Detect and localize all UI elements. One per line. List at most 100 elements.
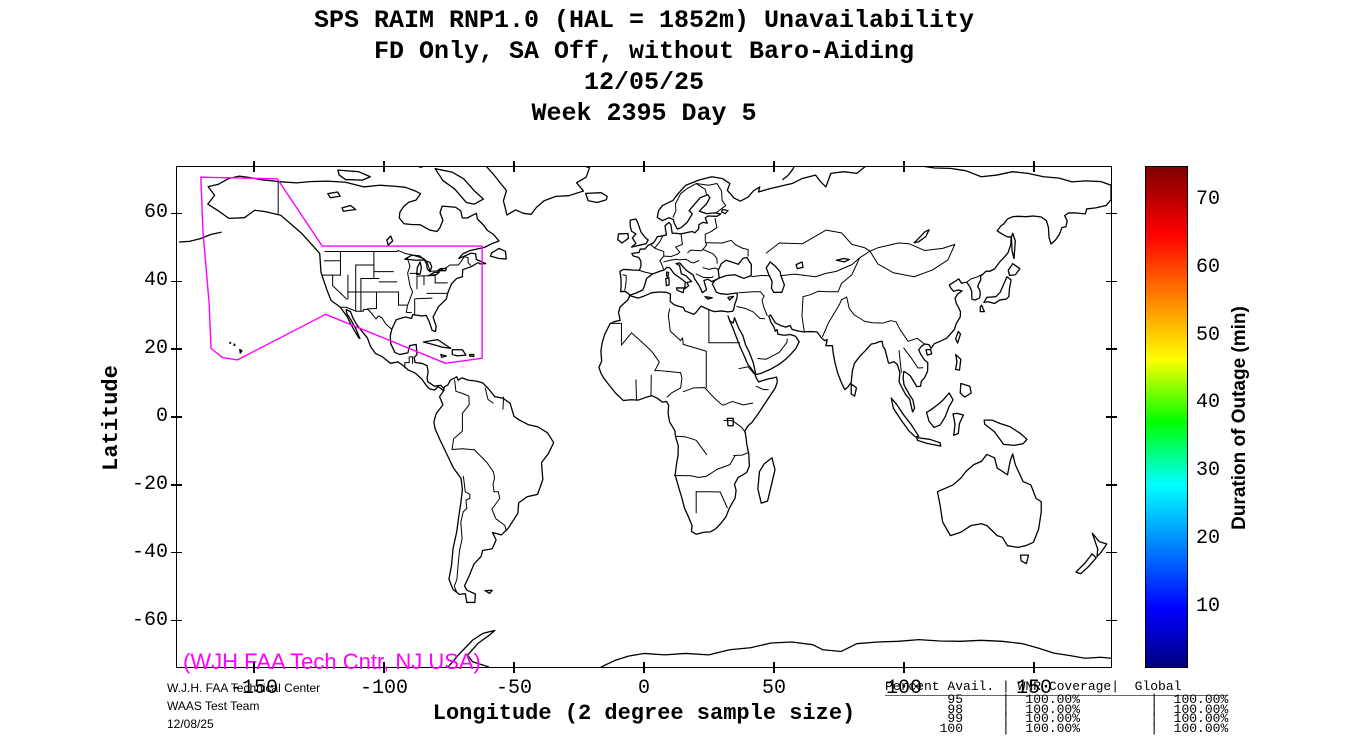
coastline-sumatra — [890, 397, 920, 438]
border-guyana — [484, 387, 494, 404]
border-eu-spain-france — [638, 269, 653, 275]
border-state-wa-s — [323, 250, 341, 262]
border-as-saudi-n — [736, 306, 766, 320]
border-af-drc-s — [675, 435, 708, 455]
border-af-car — [682, 387, 725, 406]
coastline-caspian-sea — [765, 261, 786, 293]
table-header: Percent Avail. | WNR Coverage| Global — [885, 679, 1182, 694]
table-row: 100 | 100.00% | 100.00% — [885, 720, 1229, 736]
colorbar-tick-label: 20 — [1196, 527, 1221, 551]
y-tick — [171, 416, 182, 418]
border-sa-north — [451, 379, 507, 532]
coastline-hainan — [925, 348, 933, 356]
border-as-thai-myanmar — [898, 349, 902, 373]
border-eu-greece-n — [695, 273, 714, 278]
y-tick-label: 60 — [143, 201, 168, 225]
border-af-kenya-s — [723, 420, 747, 434]
coastline-ireland — [617, 232, 630, 244]
x-tick — [643, 161, 645, 172]
coastline-hawaii-1 — [229, 341, 232, 345]
coastline-tasmania — [1019, 554, 1030, 565]
x-tick — [513, 161, 515, 172]
coastline-java — [916, 436, 942, 447]
coastline-sri-lanka — [850, 383, 858, 397]
coastline-cuba — [422, 338, 452, 350]
credit-line-3: 12/08/25 — [167, 717, 214, 731]
border-state-mississippi-river — [405, 257, 414, 314]
border-eu-ukraine-n — [704, 239, 749, 257]
x-tick-label: 150 — [1015, 677, 1053, 700]
coastline-hispaniola — [451, 349, 467, 357]
coastline-lake-michigan — [416, 261, 423, 276]
coastline-aleutians — [178, 231, 222, 243]
coastline-kyushu — [979, 304, 986, 313]
coastline-corsica — [665, 271, 670, 278]
coastline-madagascar — [757, 457, 776, 504]
coastline-greenland — [486, 167, 591, 216]
y-tick — [1106, 484, 1117, 486]
x-tick — [773, 161, 775, 172]
y-tick — [171, 280, 182, 283]
x-tick — [903, 161, 905, 172]
coastline-crete — [704, 296, 713, 300]
map-plot-area: (WJH FAA Tech Cntr, NJ USA) — [176, 166, 1112, 674]
border-af-nw — [609, 322, 660, 372]
coastline-mindanao — [959, 382, 972, 398]
coastline-lake-erie — [427, 271, 440, 277]
border-af-nigeria-e — [666, 372, 683, 398]
border-as-laos-vietnam — [903, 347, 924, 369]
coastline-great-bear-lake — [327, 191, 341, 199]
border-af-eritrea — [738, 366, 755, 374]
y-tick — [171, 348, 182, 350]
border-af-zambezi — [706, 455, 736, 477]
y-tick-label: 40 — [143, 269, 168, 293]
border-us-canada-east — [396, 249, 471, 272]
coastline-lake-victoria — [726, 417, 734, 427]
border-eu-benelux — [654, 236, 663, 249]
border-as-india-pakistan — [822, 296, 848, 338]
figure-title-line1: SPS RAIM RNP1.0 (HAL = 1852m) Unavailabi… — [313, 6, 975, 35]
coastline-afro-eurasia — [598, 167, 1111, 535]
y-tick — [1106, 619, 1117, 622]
x-tick — [1033, 161, 1035, 172]
coastline-luzon — [954, 353, 962, 371]
border-state-35n — [415, 297, 433, 300]
coastline-cyprus — [727, 295, 735, 301]
world-map — [178, 167, 1111, 667]
coastline-nz-south — [1075, 553, 1097, 575]
border-as-china-myanmar — [895, 321, 925, 345]
coastline-australia — [936, 453, 1042, 549]
y-tick — [1106, 416, 1117, 418]
coastline-taiwan — [954, 330, 962, 344]
border-af-tanzania-s — [733, 451, 750, 457]
y-tick-label: -20 — [131, 472, 168, 496]
border-af-egypt — [708, 308, 741, 344]
figure-title-date: 12/05/25 — [583, 68, 705, 97]
coastline-antarctic-peninsula — [447, 629, 496, 667]
tech-center-watermark: (WJH FAA Tech Cntr, NJ USA) — [183, 649, 481, 674]
coastline-newfoundland — [489, 247, 507, 260]
x-tick — [513, 662, 515, 673]
coastline-sulawesi — [952, 412, 965, 436]
border-af-ethiopia-s — [723, 400, 754, 406]
coastline-aral-sea — [795, 261, 804, 270]
x-tick-label: 100 — [885, 677, 923, 700]
y-tick — [1106, 212, 1117, 215]
x-tick — [383, 662, 385, 673]
colorbar — [1145, 166, 1188, 668]
colorbar-tick-label: 60 — [1196, 255, 1221, 279]
coastline-hokkaido — [1007, 262, 1021, 277]
border-eu-france-e — [649, 243, 665, 270]
waas-coverage-boundary — [200, 176, 483, 365]
border-state-41n — [416, 274, 436, 277]
coastline-sicily — [675, 287, 685, 294]
border-as-caucasus — [751, 274, 771, 278]
coastline-south-america — [433, 376, 555, 604]
colorbar-tick-label: 50 — [1196, 323, 1221, 347]
coastline-baffin-island — [434, 168, 485, 205]
border-as-himalaya — [846, 296, 897, 324]
figure-title-line2: FD Only, SA Off, without Baro-Aiding — [373, 37, 915, 66]
coastline-hawaii-3 — [239, 348, 243, 354]
x-tick-label: -100 — [359, 677, 409, 700]
